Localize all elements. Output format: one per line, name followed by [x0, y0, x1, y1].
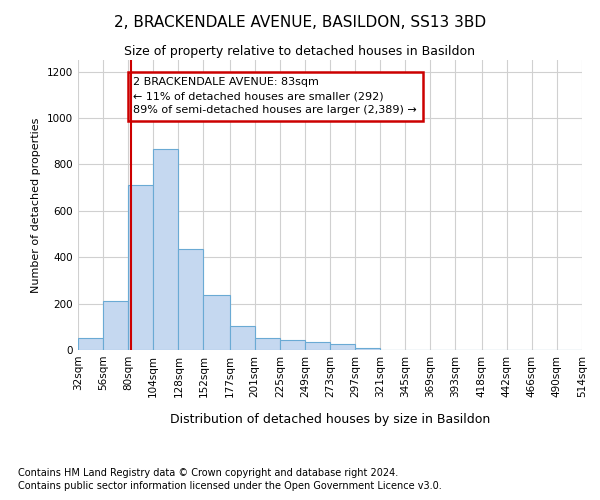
- Text: Contains public sector information licensed under the Open Government Licence v3: Contains public sector information licen…: [18, 481, 442, 491]
- Text: 2, BRACKENDALE AVENUE, BASILDON, SS13 3BD: 2, BRACKENDALE AVENUE, BASILDON, SS13 3B…: [114, 15, 486, 30]
- Bar: [255, 338, 280, 350]
- Bar: [103, 302, 128, 350]
- Bar: [178, 249, 203, 350]
- Bar: [78, 338, 103, 350]
- Y-axis label: Number of detached properties: Number of detached properties: [31, 118, 41, 292]
- Bar: [330, 344, 355, 350]
- Bar: [230, 326, 255, 350]
- Bar: [305, 342, 330, 350]
- Text: Contains HM Land Registry data © Crown copyright and database right 2024.: Contains HM Land Registry data © Crown c…: [18, 468, 398, 477]
- Bar: [355, 348, 380, 350]
- Text: 2 BRACKENDALE AVENUE: 83sqm
← 11% of detached houses are smaller (292)
89% of se: 2 BRACKENDALE AVENUE: 83sqm ← 11% of det…: [133, 78, 417, 116]
- Text: Distribution of detached houses by size in Basildon: Distribution of detached houses by size …: [170, 412, 490, 426]
- Bar: [128, 186, 153, 350]
- Bar: [203, 296, 230, 350]
- Bar: [153, 150, 178, 350]
- Text: Size of property relative to detached houses in Basildon: Size of property relative to detached ho…: [125, 45, 476, 58]
- Bar: [280, 340, 305, 350]
